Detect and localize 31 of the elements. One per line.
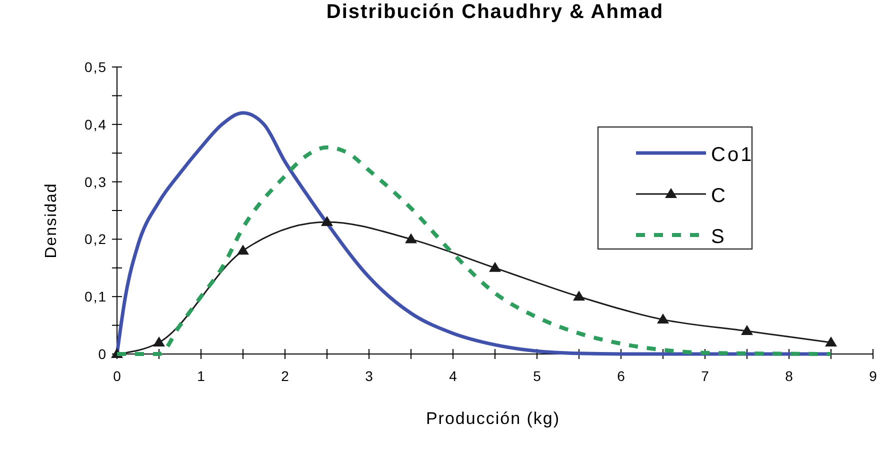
- point: [573, 290, 585, 301]
- x-axis-title: Producción (kg): [426, 409, 560, 428]
- legend-label: Co1: [711, 144, 754, 166]
- point: [237, 244, 249, 255]
- point: [489, 262, 501, 272]
- y-tick-label: 0,3: [84, 174, 107, 190]
- x-tick-label: 8: [785, 368, 794, 384]
- x-tick-label: 6: [617, 368, 626, 384]
- y-axis-title: Densidad: [43, 182, 60, 258]
- x-tick-label: 0: [113, 368, 122, 384]
- point: [657, 314, 669, 324]
- point: [825, 336, 837, 347]
- point: [741, 325, 753, 336]
- x-tick-label: 7: [701, 368, 710, 384]
- y-tick-label: 0,5: [84, 59, 107, 75]
- x-tick-label: 4: [449, 368, 458, 384]
- legend-label: S: [711, 226, 726, 248]
- point: [405, 233, 417, 244]
- y-tick-label: 0,1: [84, 288, 107, 305]
- point: [321, 216, 333, 226]
- x-tick-label: 9: [869, 368, 878, 384]
- y-tick-label: 0,2: [84, 231, 107, 248]
- legend-label: C: [711, 185, 728, 207]
- y-tick-label: 0: [98, 346, 107, 362]
- chart-title: Distribución Chaudhry & Ahmad: [326, 1, 664, 23]
- x-tick-label: 1: [197, 368, 206, 384]
- x-tick-label: 5: [533, 368, 542, 384]
- x-tick-label: 3: [365, 368, 374, 384]
- y-tick-label: 0,4: [84, 116, 107, 132]
- point: [153, 336, 165, 347]
- x-tick-label: 2: [281, 368, 290, 384]
